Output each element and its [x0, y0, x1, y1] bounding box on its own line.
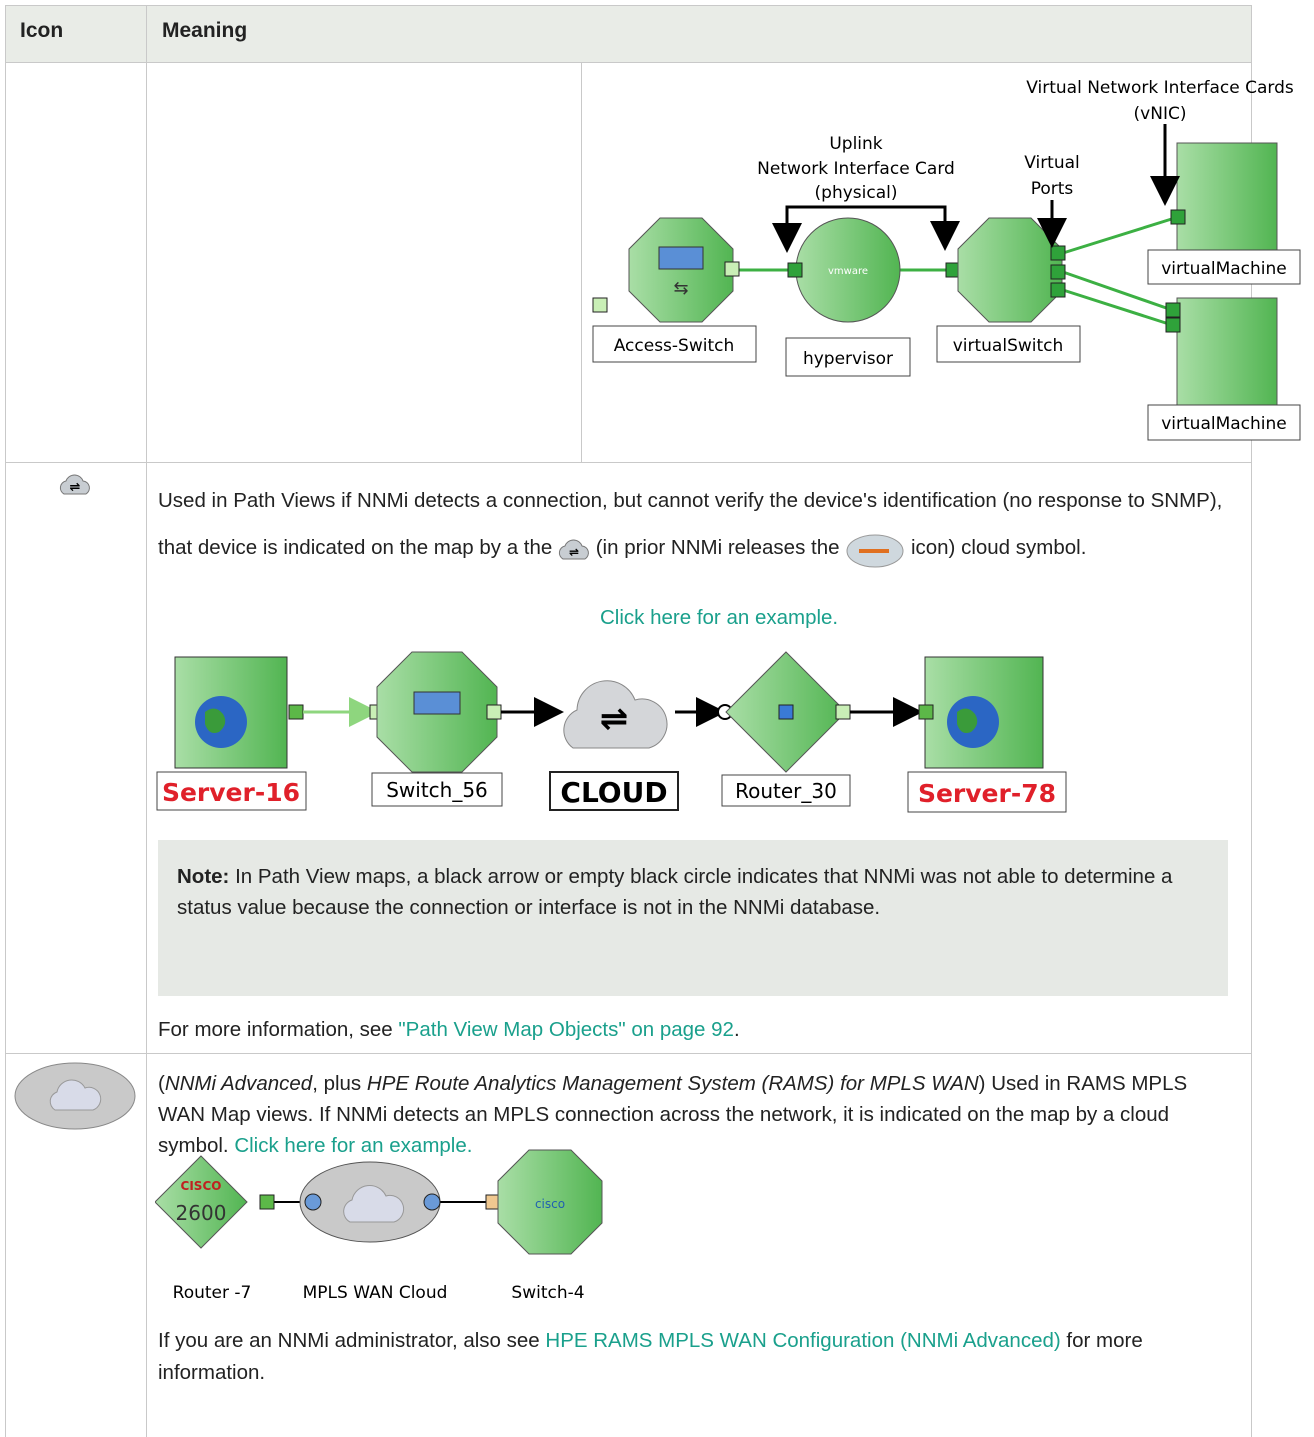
border — [5, 5, 6, 1437]
text: icon) cloud symbol. — [910, 536, 1087, 559]
label: Switch-4 — [511, 1283, 584, 1303]
border — [1251, 5, 1252, 1437]
label: Server-16 — [162, 778, 300, 807]
callout: Virtual — [1024, 153, 1080, 173]
callout: Uplink — [829, 134, 882, 154]
link[interactable]: Click here for an example. — [234, 1134, 473, 1157]
text: . — [733, 1018, 740, 1041]
label: Router -7 — [173, 1283, 252, 1303]
callout: (vNIC) — [1134, 104, 1187, 124]
callout: Virtual Network Interface Cards — [1026, 78, 1294, 98]
logo: 2600 — [176, 1201, 227, 1225]
text: In Path View maps, a black arrow or empt… — [177, 865, 1173, 919]
border — [5, 62, 1252, 63]
label: Switch_56 — [386, 778, 488, 802]
logo: vmware — [828, 266, 868, 277]
note-label: Note: — [177, 865, 230, 888]
paragraph: If you are an NNMi administrator, also s… — [158, 1325, 1208, 1389]
note: Note: In Path View maps, a black arrow o… — [177, 861, 1177, 923]
paragraph: Used in Path Views if NNMi detects a con… — [158, 477, 1238, 571]
callout: Ports — [1031, 179, 1074, 199]
callout: (physical) — [815, 183, 898, 203]
example-link[interactable]: Click here for an example. — [600, 606, 839, 629]
cloud-icon: ⇌ — [59, 474, 90, 495]
text: HPE Route Analytics Management System (R… — [366, 1072, 979, 1095]
link[interactable]: HPE RAMS MPLS WAN Configuration (NNMi Ad… — [545, 1329, 1061, 1352]
label: CLOUD — [560, 776, 667, 809]
label: MPLS WAN Cloud — [303, 1283, 448, 1303]
logo: CISCO — [181, 1179, 222, 1193]
text: If you are an NNMi administrator, also s… — [158, 1329, 546, 1352]
border — [5, 1053, 1252, 1054]
header-icon: Icon — [20, 19, 64, 42]
text: Used in Path Views if NNMi detects a con… — [158, 489, 1223, 559]
vm-icon — [1176, 142, 1278, 259]
text: ( — [158, 1072, 165, 1095]
paragraph: (NNMi Advanced, plus HPE Route Analytics… — [158, 1068, 1228, 1161]
vm-icon — [1176, 297, 1278, 411]
inline-icon — [846, 534, 904, 568]
label: Access-Switch — [614, 336, 735, 356]
label: Router_30 — [735, 779, 837, 803]
mpls-diagram: CISCO 2600 cisco Router -7 MPLS WAN Clou… — [155, 1149, 603, 1303]
logo: cisco — [535, 1197, 565, 1211]
path-diagram: ⇌ Server-16 Switch_56 CLOUD Router_30 Se… — [156, 651, 1067, 813]
svg-text:⇌: ⇌ — [600, 699, 629, 739]
text: For more information, see — [158, 1018, 399, 1041]
border — [5, 462, 1252, 463]
border — [581, 62, 582, 462]
label: hypervisor — [803, 349, 893, 369]
table-header — [5, 5, 1251, 62]
label: virtualSwitch — [953, 336, 1064, 356]
text: (in prior NNMi releases the — [595, 536, 840, 559]
border — [146, 5, 147, 1437]
callout: Network Interface Card — [757, 159, 955, 179]
border — [5, 5, 1252, 6]
access-switch-icon — [628, 217, 734, 323]
svg-text:⇌: ⇌ — [569, 545, 579, 559]
label: virtualMachine — [1161, 414, 1287, 434]
inline-icon: ⇌ — [558, 539, 589, 560]
header-meaning: Meaning — [162, 19, 248, 42]
paragraph: For more information, see "Path View Map… — [158, 1018, 740, 1042]
text: for more information. — [158, 1329, 1143, 1384]
text: , plus — [312, 1072, 367, 1095]
vm-diagram: ⇆ Access-Switch vmware hypervisor Uplink… — [592, 78, 1301, 441]
text: NNMi Advanced — [164, 1072, 313, 1095]
virtual-switch-icon — [957, 217, 1063, 323]
note-box — [158, 840, 1228, 996]
svg-text:⇌: ⇌ — [70, 480, 81, 495]
label: Server-78 — [918, 779, 1056, 808]
text: ) Used in RAMS MPLS WAN Map views. If NN… — [158, 1072, 1188, 1157]
mpls-icon — [14, 1062, 136, 1130]
link[interactable]: "Path View Map Objects" on page 92 — [398, 1018, 734, 1041]
label: virtualMachine — [1161, 259, 1287, 279]
svg-text:⇆: ⇆ — [673, 278, 688, 299]
